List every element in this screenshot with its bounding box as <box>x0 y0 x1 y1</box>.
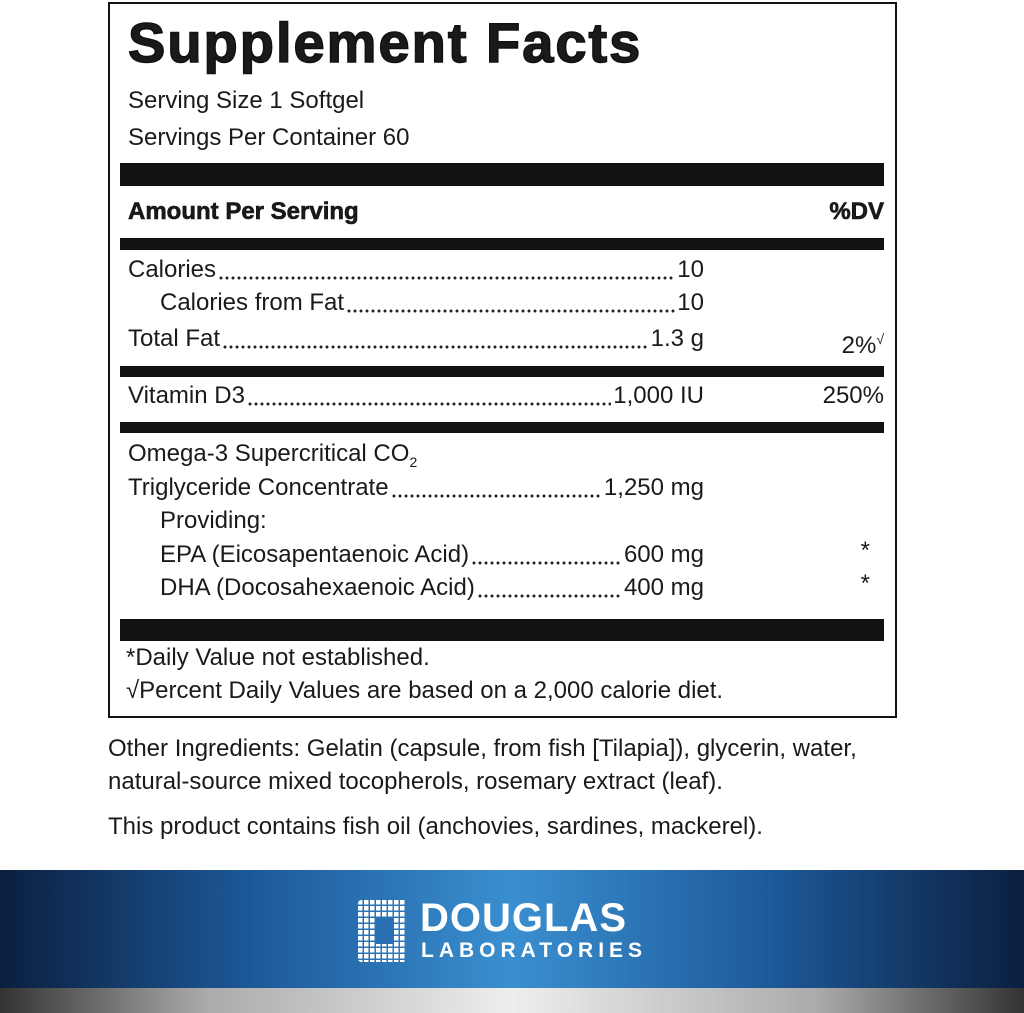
thick-rule <box>120 422 884 433</box>
thick-rule <box>120 163 884 186</box>
subscript: 2 <box>409 453 418 470</box>
facts-panel <box>108 2 897 718</box>
nutrient-row: Total Fat 1.3 g <box>128 324 704 354</box>
footnote: √Percent Daily Values are based on a 2,0… <box>126 677 724 704</box>
metal-strip <box>0 988 1024 1013</box>
icon-cutout <box>376 918 394 944</box>
nutrient-name: EPA (Eicosapentaenoic Acid) <box>160 541 470 568</box>
nutrient-name: Omega-3 Supercritical CO2 <box>128 439 417 477</box>
nutrient-name: Calories <box>128 256 217 283</box>
dv-header: %DV <box>829 198 884 226</box>
nutrient-amount: 1,250 mg <box>603 474 704 501</box>
nutrient-name-text: Omega-3 Supercritical CO <box>128 440 410 467</box>
dv-value: * <box>860 537 870 564</box>
dv-value: 250% <box>822 382 884 409</box>
nutrient-amount: 10 <box>677 256 704 283</box>
nutrient-row: Calories from Fat 10 <box>160 288 704 318</box>
nutrient-name: Calories from Fat <box>160 289 345 316</box>
providing-label: Providing: <box>160 507 267 534</box>
amount-header: Amount Per Serving <box>128 198 359 226</box>
dv-text: 2% <box>841 332 877 359</box>
nutrient-row: DHA (Docosahexaenoic Acid) 400 mg <box>160 573 704 603</box>
leader <box>476 593 622 599</box>
nutrient-amount: 600 mg <box>623 541 704 568</box>
nutrient-row: Calories 10 <box>128 255 704 285</box>
thick-rule <box>120 619 884 641</box>
brand-name: DOUGLAS <box>420 896 627 940</box>
nutrient-row: Triglyceride Concentrate 1,250 mg <box>128 473 704 503</box>
leader <box>222 344 649 350</box>
thick-rule <box>120 366 884 377</box>
dv-value: 2%√ <box>760 324 884 361</box>
leader <box>471 560 622 566</box>
other-ingredients: Other Ingredients: Gelatin (capsule, fro… <box>108 735 857 795</box>
leader <box>218 275 676 281</box>
brand-subtitle: LABORATORIES <box>421 939 648 962</box>
allergen-note: This product contains fish oil (anchovie… <box>108 813 763 840</box>
nutrient-name: Triglyceride Concentrate <box>128 474 389 501</box>
serving-size: Serving Size 1 Softgel <box>128 87 365 114</box>
nutrient-amount: 1,000 IU <box>613 382 704 409</box>
dv-value: * <box>860 570 870 597</box>
leader <box>246 401 612 407</box>
thick-rule <box>120 238 884 250</box>
nutrient-name: DHA (Docosahexaenoic Acid) <box>160 574 475 601</box>
nutrient-amount: 1.3 g <box>650 325 704 352</box>
nutrient-row: EPA (Eicosapentaenoic Acid) 600 mg <box>160 540 704 570</box>
nutrient-amount: 400 mg <box>623 574 704 601</box>
footnote: *Daily Value not established. <box>126 644 430 671</box>
nutrient-name: Vitamin D3 <box>128 382 245 409</box>
servings-per-container: Servings Per Container 60 <box>128 124 410 151</box>
nutrient-name: Total Fat <box>128 325 221 352</box>
leader <box>346 308 676 314</box>
nutrient-amount: 10 <box>677 289 704 316</box>
brand-icon <box>358 900 406 962</box>
leader <box>390 493 602 499</box>
panel-title: Supplement Facts <box>127 10 643 75</box>
dv-mark: √ <box>876 331 884 347</box>
nutrient-row: Vitamin D3 1,000 IU <box>128 381 704 411</box>
